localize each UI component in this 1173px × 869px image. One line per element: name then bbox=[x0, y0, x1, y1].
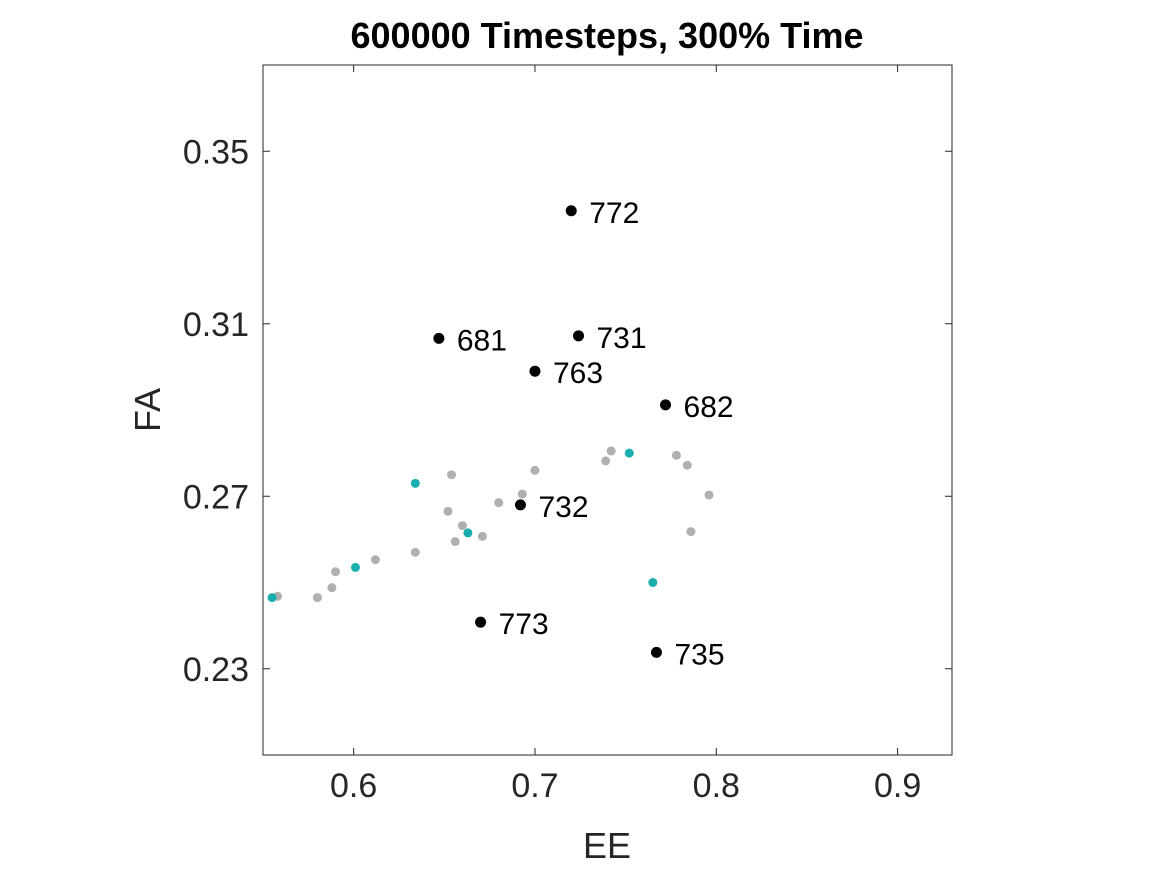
point-label: 763 bbox=[553, 357, 603, 390]
x-tick-label: 0.8 bbox=[693, 767, 740, 805]
y-tick-label: 0.23 bbox=[183, 651, 249, 689]
y-tick-label: 0.35 bbox=[183, 133, 249, 171]
point-label: 682 bbox=[684, 391, 734, 424]
data-point bbox=[660, 399, 672, 411]
data-point bbox=[682, 460, 692, 470]
plot-area bbox=[262, 64, 953, 756]
axis-ticks: 0.6 0.7 0.8 0.9 0.23 0.27 0.31 0.35 bbox=[183, 65, 952, 805]
data-point bbox=[565, 205, 577, 217]
data-point bbox=[443, 506, 453, 516]
data-point bbox=[572, 330, 584, 342]
data-point bbox=[410, 478, 420, 488]
point-label: 772 bbox=[589, 197, 639, 230]
y-axis-label: FA bbox=[127, 388, 168, 432]
data-point bbox=[475, 616, 487, 628]
data-point bbox=[704, 490, 714, 500]
x-tick-label: 0.9 bbox=[874, 767, 921, 805]
data-point bbox=[517, 489, 527, 499]
data-point bbox=[624, 448, 634, 458]
data-point bbox=[463, 528, 473, 538]
data-point bbox=[606, 446, 616, 456]
data-point bbox=[601, 456, 611, 466]
data-point bbox=[529, 365, 541, 377]
x-tick-label: 0.6 bbox=[330, 767, 377, 805]
data-point bbox=[686, 527, 696, 537]
y-tick-label: 0.31 bbox=[183, 306, 249, 344]
data-point bbox=[327, 583, 337, 593]
point-label: 731 bbox=[596, 322, 646, 355]
point-label: 773 bbox=[499, 608, 549, 641]
point-label: 681 bbox=[457, 324, 507, 357]
point-label: 732 bbox=[538, 491, 588, 524]
data-point bbox=[457, 521, 467, 531]
data-point bbox=[350, 562, 360, 572]
data-point bbox=[331, 567, 341, 577]
data-point bbox=[494, 498, 504, 508]
data-point bbox=[410, 547, 420, 557]
data-point bbox=[648, 578, 658, 587]
data-point bbox=[671, 450, 681, 460]
x-axis-label: EE bbox=[583, 825, 631, 866]
x-tick-label: 0.7 bbox=[511, 767, 558, 805]
data-point bbox=[447, 470, 457, 480]
chart-title: 600000 Timesteps, 300% Time bbox=[351, 15, 864, 56]
point-label: 735 bbox=[674, 638, 724, 671]
data-point bbox=[267, 593, 277, 603]
data-point bbox=[433, 332, 445, 344]
data-point bbox=[477, 531, 487, 541]
data-points bbox=[267, 205, 714, 658]
data-point bbox=[650, 646, 662, 658]
data-point bbox=[514, 499, 526, 511]
data-point bbox=[530, 465, 540, 475]
data-point bbox=[450, 537, 460, 547]
data-point bbox=[370, 555, 380, 565]
y-tick-label: 0.27 bbox=[183, 478, 249, 516]
data-point bbox=[312, 593, 322, 603]
